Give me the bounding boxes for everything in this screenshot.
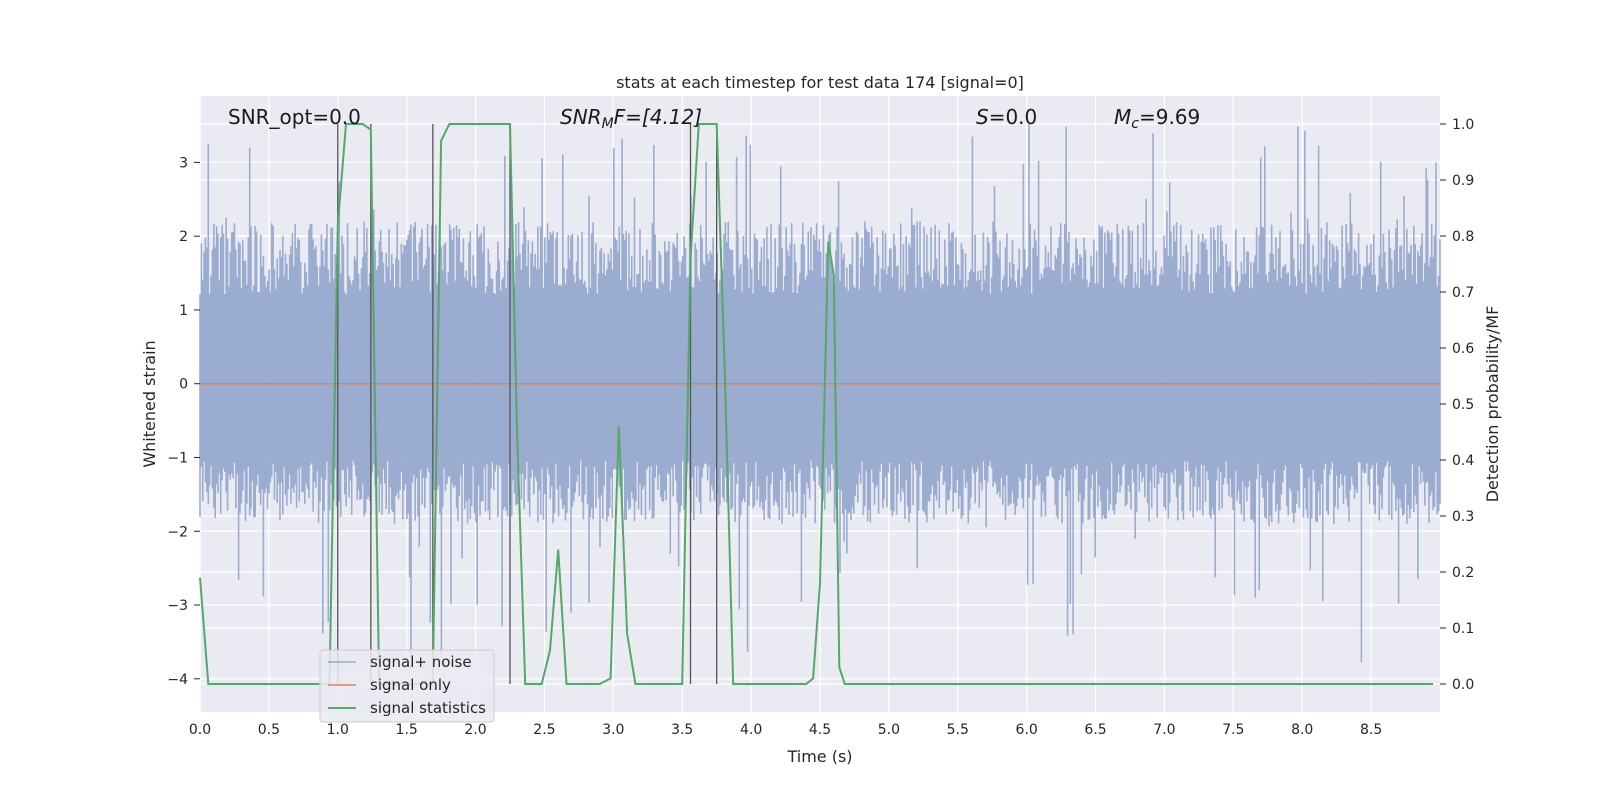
annotation-snr-mf-sub: M: [602, 116, 614, 132]
legend-label-signal-noise: signal+ noise: [370, 653, 472, 671]
y-tick-label: −1: [167, 450, 188, 466]
x-tick-label: 6.0: [1016, 722, 1038, 738]
y-axis-label: Whitened strain: [140, 340, 159, 467]
annotation-snr-opt: SNR_opt=0.0: [228, 105, 361, 129]
x-tick-label: 5.5: [947, 722, 969, 738]
annotation-s-symbol: S: [976, 105, 989, 129]
annotation-s-value: =0.0: [989, 105, 1038, 129]
legend-box: [319, 649, 495, 723]
x-tick-label: 1.5: [396, 722, 418, 738]
y2-tick-label: 0.3: [1452, 509, 1474, 525]
x-tick-label: 2.5: [533, 722, 555, 738]
x-axis-ticks: 0.0 0.5 1.0 1.5 2.0 2.5 3.0 3.5 4.0 4.5 5.0 5.5 6.0 6…: [189, 722, 1382, 738]
y2-axis-ticks: 1.0 0.9 0.8 0.7 0.6 0.5 0.4 0.3 0.2 0.1 0.0: [1440, 117, 1474, 693]
y-axis-ticks: 3 2 1 0 −1 −2 −3 −4: [167, 155, 200, 688]
annotation-mc-value: =9.69: [1139, 105, 1200, 129]
y-tick-label: 2: [179, 229, 188, 245]
legend-label-signal-only: signal only: [370, 676, 451, 694]
x-tick-label: 7.0: [1153, 722, 1175, 738]
x-tick-label: 0.0: [189, 722, 211, 738]
x-tick-label: 8.0: [1291, 722, 1313, 738]
y2-tick-label: 1.0: [1452, 117, 1474, 133]
x-tick-label: 0.5: [258, 722, 280, 738]
y-tick-label: −4: [167, 672, 188, 688]
y2-tick-label: 0.5: [1452, 397, 1474, 413]
y2-tick-label: 0.2: [1452, 565, 1474, 581]
y-tick-label: 3: [179, 155, 188, 171]
x-tick-label: 4.0: [740, 722, 762, 738]
y-tick-label: 1: [179, 303, 188, 319]
y2-tick-label: 0.7: [1452, 285, 1474, 301]
annotation-mc-sub: c: [1131, 116, 1139, 132]
x-tick-label: 8.5: [1360, 722, 1382, 738]
chart-title: stats at each timestep for test data 174…: [616, 73, 1024, 92]
y-tick-label: 0: [179, 377, 188, 393]
annotation-s: S=0.0: [976, 105, 1037, 129]
y2-tick-label: 0.0: [1452, 677, 1474, 693]
x-tick-label: 7.5: [1222, 722, 1244, 738]
y2-tick-label: 0.6: [1452, 341, 1474, 357]
y-tick-label: −3: [167, 598, 188, 614]
x-tick-label: 3.0: [602, 722, 624, 738]
y2-tick-label: 0.4: [1452, 453, 1474, 469]
vertical-markers: [337, 124, 718, 684]
x-tick-label: 5.0: [878, 722, 900, 738]
x-axis-label: Time (s): [786, 747, 852, 766]
x-tick-label: 1.0: [327, 722, 349, 738]
x-tick-label: 2.0: [464, 722, 486, 738]
annotation-snr-mf: SNRMF=[4.12]: [560, 105, 702, 132]
x-tick-label: 6.5: [1084, 722, 1106, 738]
y2-tick-label: 0.8: [1452, 229, 1474, 245]
y2-tick-label: 0.1: [1452, 621, 1474, 637]
y-tick-label: −2: [167, 524, 188, 540]
y2-axis-label: Detection probability/MF: [1483, 306, 1502, 503]
legend: signal+ noise signal only signal statist…: [319, 649, 495, 723]
annotation-mc-symbol: M: [1114, 105, 1131, 129]
x-tick-label: 4.5: [809, 722, 831, 738]
y2-tick-label: 0.9: [1452, 173, 1474, 189]
legend-label-signal-statistics: signal statistics: [370, 699, 486, 717]
annotation-snr-mf-main: SNR: [560, 105, 602, 129]
x-tick-label: 3.5: [671, 722, 693, 738]
signal-statistics-series: [199, 123, 1434, 685]
annotation-snr-mf-tail: F=[4.12]: [614, 105, 702, 129]
annotation-mc: Mc=9.69: [1114, 105, 1200, 132]
